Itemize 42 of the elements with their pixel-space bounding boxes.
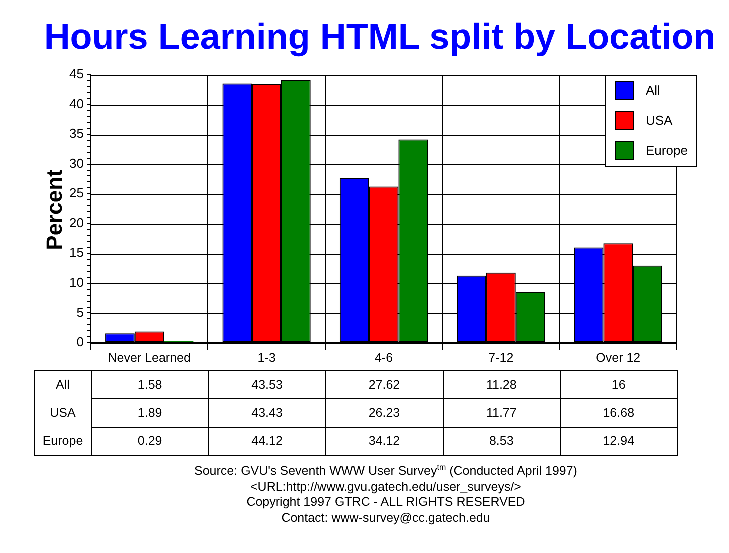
text: Europe (42, 434, 84, 448)
y-tick-label: 15 (70, 245, 84, 260)
x-tick-label: Over 12 (596, 350, 641, 365)
data-label: 1.58 (92, 370, 209, 399)
y-tick-label: 10 (70, 275, 84, 290)
data-label: 27.62 (326, 370, 444, 399)
legend-label: All (646, 83, 660, 98)
y-tick-label: 0 (76, 334, 84, 350)
chart-title: Hours Learning HTML split by Location (43, 16, 717, 57)
data-label: 26.23 (326, 398, 444, 428)
data-label: 1.89 (92, 398, 209, 428)
text: Copyright 1997 GTRC - ALL RIGHTS RESERVED (246, 495, 526, 510)
x-tick-label: 7-12 (488, 350, 514, 365)
data-label: 43.53 (208, 370, 326, 399)
data-label: 43.43 (208, 398, 326, 428)
data-label: 34.12 (326, 427, 444, 456)
x-tick-label: 1-3 (258, 350, 276, 365)
x-tick-label: 4-6 (374, 350, 394, 365)
legend-label: Europe (646, 143, 688, 158)
y-tick-label: 45 (70, 66, 84, 82)
text: All (56, 378, 70, 392)
data-label: 16 (560, 370, 678, 399)
y-tick-label: 30 (70, 156, 84, 171)
y-tick-label: 5 (76, 304, 84, 320)
text: Contact: www-survey@cc.gatech.edu (280, 510, 492, 526)
legend-label: USA (646, 113, 673, 128)
text: USA (50, 406, 76, 420)
y-tick-label: 25 (70, 186, 84, 201)
data-label: 44.12 (208, 427, 326, 456)
data-label: 11.28 (443, 370, 560, 399)
y-axis-title: Percent (42, 170, 67, 250)
y-tick-label: 40 (70, 96, 84, 112)
source-note: Source: GVU's Seventh WWW User Survey$^{tm}$ (Conducted April 1997) (194, 463, 578, 480)
data-label: 12.94 (560, 427, 678, 456)
x-tick-label: Never Learned (108, 350, 191, 365)
data-label: 16.68 (560, 398, 678, 428)
y-tick-label: 35 (70, 126, 84, 142)
y-tick-label: 20 (70, 215, 84, 230)
text: <URL:http://www.gvu.gatech.edu/user_surveys/> (250, 480, 522, 495)
data-label: 11.77 (443, 398, 560, 428)
data-label: 0.29 (92, 427, 209, 456)
data-label: 8.53 (443, 427, 560, 456)
